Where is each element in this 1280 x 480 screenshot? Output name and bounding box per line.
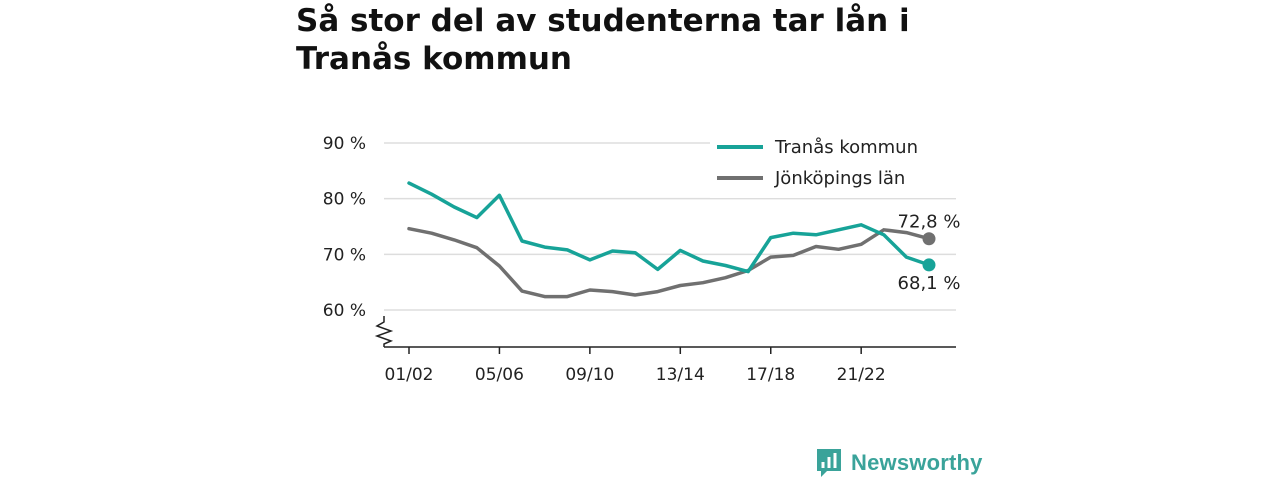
series-end-label: 68,1 %: [898, 273, 961, 294]
y-tick-label: 80 %: [323, 190, 366, 210]
series-end-point: [922, 258, 936, 272]
legend-label: Jönköpings län: [774, 168, 905, 189]
y-axis-break: [374, 316, 394, 347]
brand-name: Newsworthy: [851, 450, 983, 475]
y-tick-label: 90 %: [323, 134, 366, 154]
series-lines: [407, 181, 936, 299]
x-tick-label: 17/18: [746, 365, 795, 385]
brand-logo: Newsworthy: [815, 446, 983, 480]
x-tick-label: 01/02: [385, 365, 434, 385]
series-end-point: [922, 232, 936, 246]
x-tick-label: 21/22: [837, 365, 886, 385]
x-tick-label: 09/10: [565, 365, 614, 385]
legend: Tranås kommun Jönköpings län: [710, 128, 956, 198]
series-line: [407, 226, 931, 299]
legend-background: [710, 128, 956, 198]
x-tick-label: 05/06: [475, 365, 524, 385]
y-tick-label: 60 %: [323, 301, 366, 321]
newsworthy-logo-icon: [817, 449, 841, 477]
line-chart: 60 % 70 % 80 % 90 % 01/02 05/06 09/10 13/14 17/1…: [322, 128, 961, 385]
chart-title: Så stor del av studenterna tar lån i Tra…: [296, 3, 910, 77]
axes: 60 % 70 % 80 % 90 % 01/02 05/06 09/10 13/14 17/1…: [323, 134, 956, 385]
legend-label: Tranås kommun: [774, 137, 918, 158]
series-end-label: 72,8 %: [898, 212, 961, 233]
end-labels: 68,1 % 72,8 %: [898, 212, 961, 294]
x-tick-label: 13/14: [656, 365, 705, 385]
y-tick-label: 70 %: [323, 245, 366, 265]
series-line: [407, 181, 931, 274]
